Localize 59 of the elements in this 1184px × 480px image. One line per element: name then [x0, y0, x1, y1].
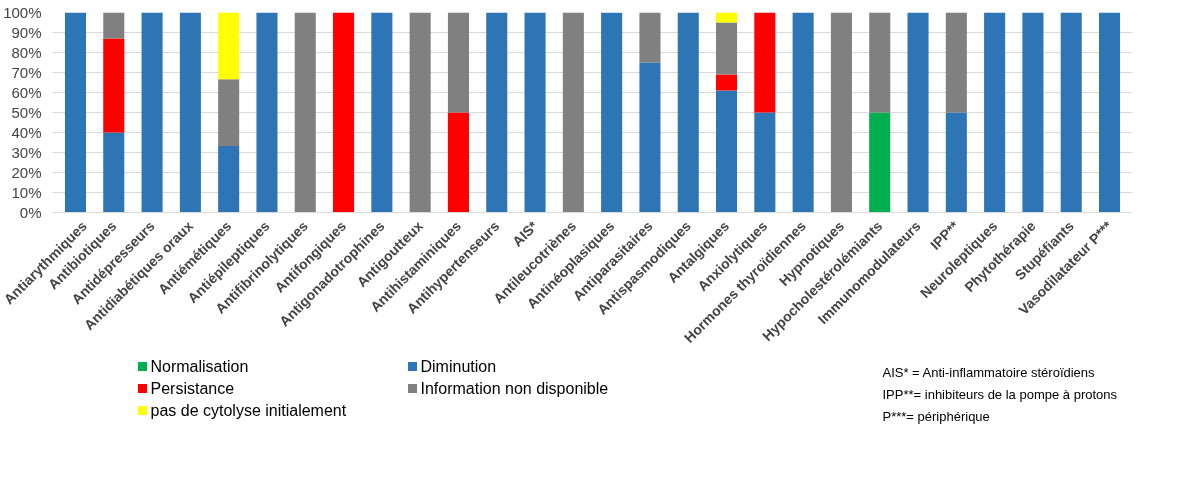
- bar: [792, 12, 814, 213]
- bar: [103, 38, 125, 133]
- bar: [754, 12, 776, 113]
- bar: [945, 12, 967, 113]
- y-tick-label: 20%: [11, 164, 42, 181]
- y-tick-label: 100%: [3, 4, 42, 21]
- bar: [677, 12, 699, 213]
- bar: [103, 12, 125, 39]
- bar: [218, 79, 240, 146]
- bar: [256, 12, 278, 213]
- bar: [754, 112, 776, 213]
- bar: [1060, 12, 1082, 213]
- bar: [447, 12, 469, 113]
- bar: [486, 12, 508, 213]
- bar: [1022, 12, 1044, 213]
- y-tick-label: 80%: [11, 44, 42, 61]
- legend-label: Diminution: [420, 358, 497, 375]
- bar: [601, 12, 623, 213]
- bar: [716, 74, 738, 91]
- bar: [371, 12, 393, 213]
- bar: [409, 12, 431, 213]
- bar: [716, 22, 738, 75]
- bar: [945, 112, 967, 213]
- bar: [64, 12, 87, 213]
- text: P***= périphérique: [882, 409, 990, 424]
- bar: [333, 12, 355, 213]
- legend-label: Normalisation: [150, 358, 249, 375]
- legend-label: Information non disponible: [420, 380, 609, 397]
- bar: [869, 112, 891, 213]
- bar: [716, 90, 738, 213]
- bar: [524, 12, 546, 213]
- bar: [141, 12, 163, 213]
- legend-label: pas de cytolyse initialement: [150, 402, 347, 419]
- bar: [218, 145, 240, 213]
- legend-label: Persistance: [150, 380, 235, 397]
- bar: [294, 12, 316, 213]
- text: IPP**= inhibiteurs de la pompe à protons: [882, 387, 1118, 402]
- bar: [218, 12, 240, 80]
- bar: [984, 12, 1006, 213]
- bar: [869, 12, 891, 113]
- bar: [1098, 12, 1121, 213]
- bar: [716, 12, 738, 23]
- y-tick-label: 60%: [11, 84, 42, 101]
- bar: [103, 132, 125, 213]
- text: AIS* = Anti-inflammatoire stéroïdiens: [882, 365, 1096, 380]
- y-tick-label: 10%: [11, 184, 42, 201]
- y-tick-label: 70%: [11, 64, 42, 81]
- bar: [907, 12, 929, 213]
- bar: [179, 12, 201, 213]
- bar: [639, 62, 661, 213]
- y-tick-label: 30%: [11, 144, 42, 161]
- bar: [447, 112, 469, 213]
- y-tick-label: 50%: [11, 104, 42, 121]
- bar: [562, 12, 584, 213]
- bar: [639, 12, 661, 63]
- y-tick-label: 0%: [19, 204, 42, 221]
- y-tick-label: 90%: [11, 24, 42, 41]
- bar: [830, 12, 852, 213]
- y-tick-label: 40%: [11, 124, 42, 141]
